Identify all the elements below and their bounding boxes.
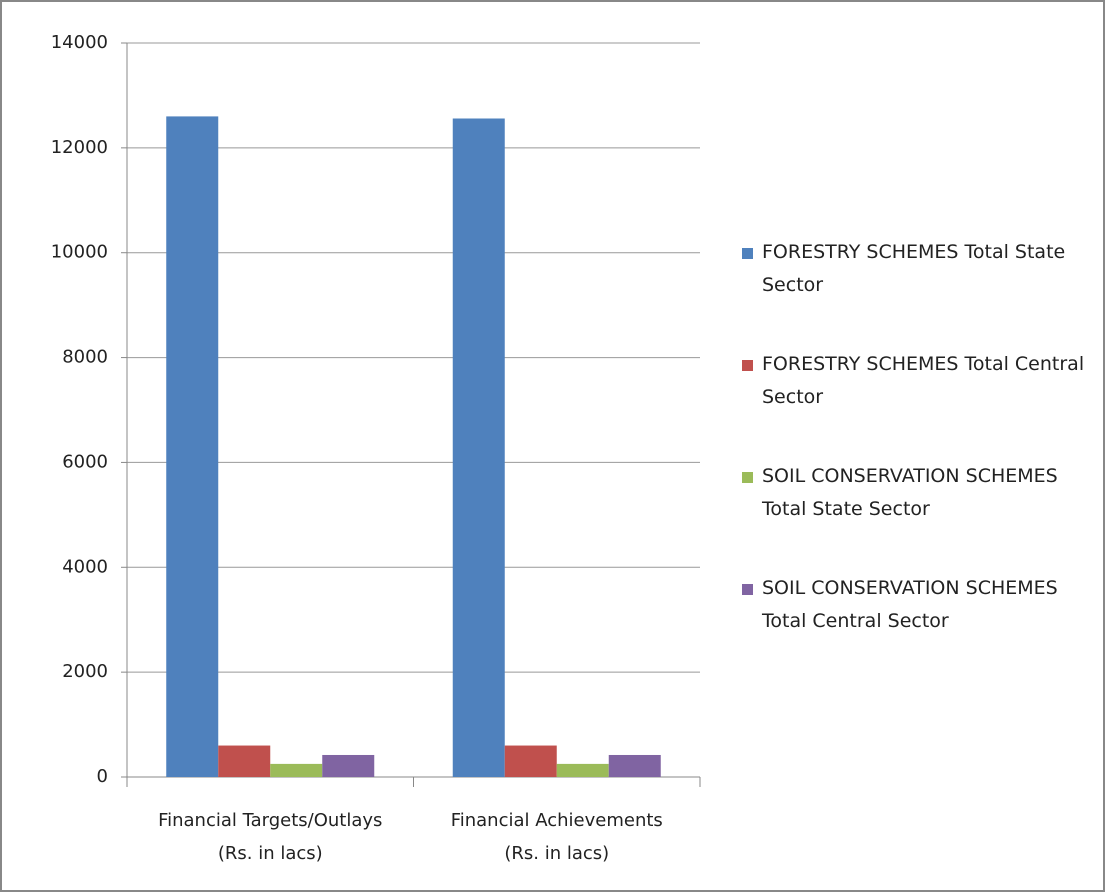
legend-item: SOIL CONSERVATION SCHEMES Total State Se…: [742, 460, 1092, 526]
legend-label: FORESTRY SCHEMES Total State Sector: [762, 241, 1066, 296]
legend-item: FORESTRY SCHEMES Total Central Sector: [742, 348, 1092, 414]
y-tick-label: 12000: [51, 137, 108, 158]
legend-label: FORESTRY SCHEMES Total Central Sector: [762, 353, 1085, 408]
y-tick-label: 4000: [62, 556, 108, 577]
bar: [166, 116, 219, 777]
y-tick-label: 8000: [62, 347, 108, 368]
legend-swatch: [742, 472, 753, 483]
bar: [218, 745, 271, 777]
y-tick-label: 2000: [62, 661, 108, 682]
y-tick-label: 6000: [62, 451, 108, 472]
legend-item: FORESTRY SCHEMES Total State Sector: [742, 236, 1092, 302]
bar: [556, 763, 609, 777]
legend-item: SOIL CONSERVATION SCHEMES Total Central …: [742, 572, 1092, 638]
bar: [322, 754, 375, 777]
x-tick-label: Financial Targets/Outlays (Rs. in lacs): [158, 810, 382, 864]
legend-swatch: [742, 584, 753, 595]
y-tick-label: 0: [97, 766, 108, 787]
bar: [504, 745, 557, 777]
legend-swatch: [742, 248, 753, 259]
legend-label: SOIL CONSERVATION SCHEMES Total Central …: [762, 577, 1058, 632]
legend-swatch: [742, 360, 753, 371]
y-tick-label: 14000: [51, 32, 108, 53]
legend: FORESTRY SCHEMES Total State Sector FORES…: [742, 236, 1092, 684]
legend-label: SOIL CONSERVATION SCHEMES Total State Se…: [762, 465, 1058, 520]
bar: [270, 763, 323, 777]
x-tick-label: Financial Achievements (Rs. in lacs): [451, 810, 663, 864]
y-tick-label: 10000: [51, 242, 108, 263]
bar: [608, 754, 661, 777]
bar: [452, 118, 505, 778]
